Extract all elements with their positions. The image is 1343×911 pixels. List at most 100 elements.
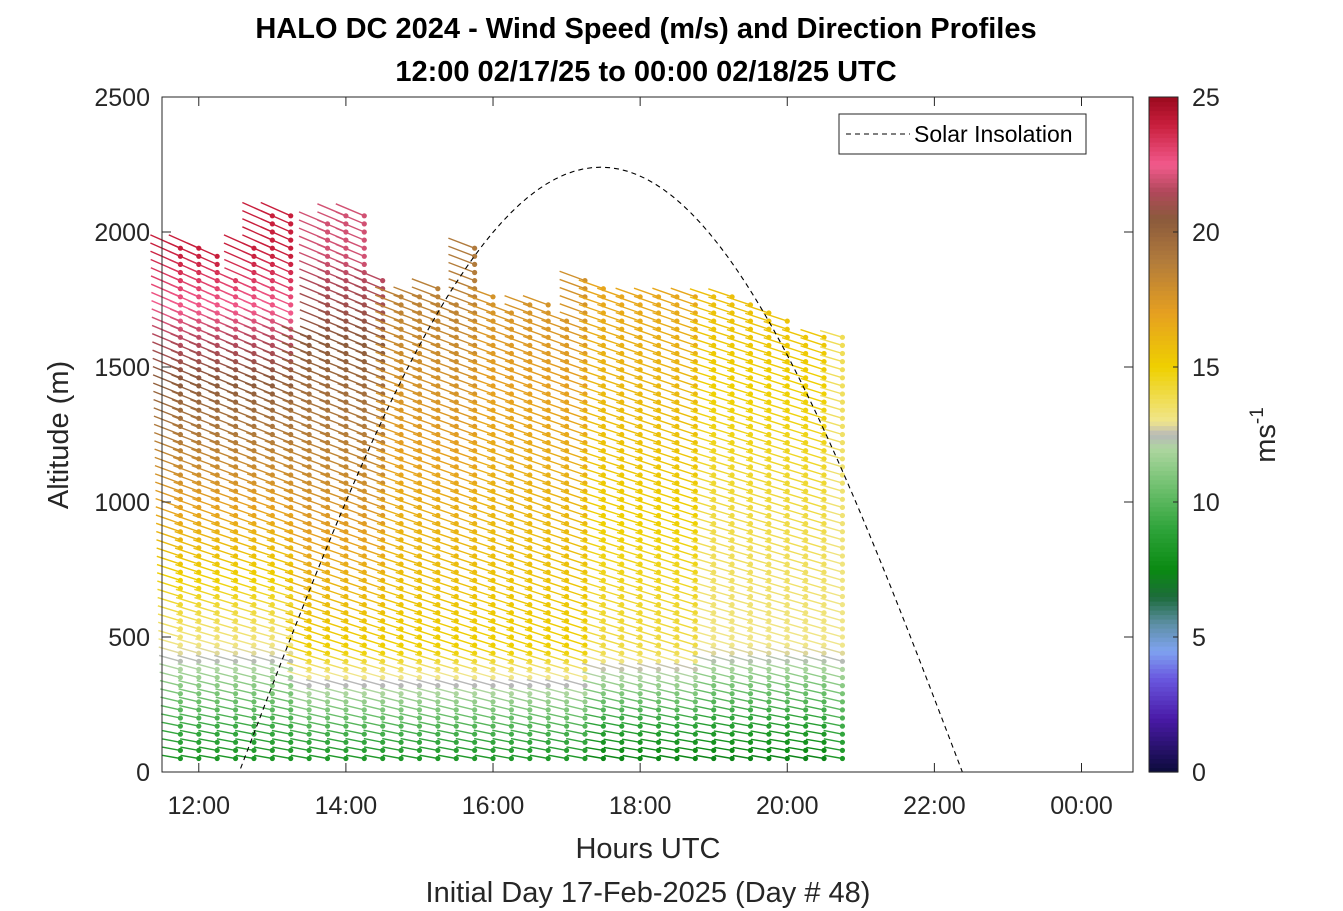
wind-vector — [566, 754, 586, 760]
wind-vector — [492, 737, 512, 743]
colorbar-band — [1149, 475, 1178, 481]
wind-point — [563, 731, 570, 737]
wind-point — [232, 602, 239, 608]
wind-point — [214, 261, 220, 267]
colorbar-band — [1149, 133, 1178, 139]
wind-point — [214, 658, 220, 664]
wind-point — [453, 707, 459, 713]
wind-point — [582, 739, 588, 745]
wind-point — [196, 674, 202, 681]
wind-vector — [375, 408, 402, 419]
wind-vector — [174, 547, 200, 557]
wind-vector — [308, 746, 328, 752]
wind-vector — [179, 721, 199, 727]
wind-vector — [376, 457, 402, 468]
wind-vector — [659, 754, 678, 760]
wind-vector — [319, 456, 347, 468]
wind-point — [361, 739, 367, 745]
wind-vector — [430, 400, 457, 411]
colorbar-tick-label: 5 — [1192, 624, 1206, 652]
wind-vector — [246, 481, 273, 492]
wind-vector — [345, 754, 365, 760]
wind-point — [177, 707, 183, 713]
wind-vector — [411, 318, 439, 330]
wind-vector — [449, 392, 475, 403]
wind-vector — [301, 440, 328, 452]
wind-point — [674, 707, 680, 713]
colorbar-band — [1149, 182, 1178, 188]
wind-point — [803, 650, 809, 656]
wind-point — [527, 666, 533, 673]
wind-vector — [394, 392, 420, 403]
wind-vector — [449, 433, 475, 444]
wind-vector — [621, 738, 641, 743]
wind-vector — [282, 415, 310, 428]
wind-vector — [358, 612, 383, 622]
wind-vector — [393, 310, 420, 322]
wind-vector — [212, 596, 236, 606]
wind-point — [729, 683, 735, 689]
wind-vector — [305, 662, 328, 671]
wind-profile-column — [354, 268, 386, 762]
wind-vector — [695, 730, 714, 735]
wind-point — [729, 674, 735, 681]
wind-vector — [266, 514, 291, 525]
wind-vector — [358, 595, 383, 606]
wind-vector — [375, 359, 402, 371]
wind-vector — [285, 595, 310, 606]
wind-vector — [325, 712, 347, 719]
wind-vector — [300, 399, 328, 411]
wind-point — [490, 747, 496, 754]
wind-vector — [319, 407, 347, 419]
wind-point — [839, 577, 846, 583]
wind-point — [821, 650, 827, 656]
wind-vector — [193, 547, 218, 557]
wind-vector — [343, 704, 365, 711]
colorbar-band — [1149, 232, 1178, 238]
wind-point — [380, 699, 386, 705]
wind-vector — [412, 367, 439, 379]
colorbar-band — [1149, 281, 1178, 287]
wind-point — [508, 674, 515, 681]
wind-point — [343, 683, 349, 689]
colorbar-band — [1149, 740, 1178, 746]
wind-vector — [272, 754, 291, 760]
wind-vector — [394, 457, 420, 468]
wind-vector — [492, 754, 512, 760]
wind-vector — [152, 382, 181, 395]
wind-point — [472, 755, 478, 762]
wind-point — [196, 634, 202, 640]
wind-point — [692, 650, 698, 656]
wind-point — [729, 699, 735, 705]
colorbar-band — [1149, 128, 1178, 134]
wind-point — [619, 731, 625, 737]
wind-point — [288, 213, 294, 219]
wind-vector — [768, 730, 788, 735]
wind-vector — [344, 712, 365, 719]
wind-vector — [360, 662, 383, 671]
colorbar-band — [1149, 470, 1178, 476]
wind-vector — [418, 729, 438, 735]
wind-vector — [271, 729, 291, 735]
wind-point — [839, 480, 846, 486]
wind-vector — [510, 729, 530, 735]
wind-vector — [230, 572, 255, 581]
wind-point — [821, 747, 827, 754]
wind-vector — [173, 473, 200, 484]
wind-point — [324, 699, 331, 705]
wind-point — [637, 699, 643, 705]
wind-vector — [559, 270, 586, 282]
wind-point — [490, 715, 496, 721]
wind-vector — [489, 670, 512, 679]
colorbar-band — [1149, 731, 1178, 737]
wind-point — [600, 715, 606, 721]
wind-vector — [284, 571, 310, 581]
wind-vector — [468, 465, 494, 476]
wind-vector — [264, 431, 291, 444]
wind-point — [177, 626, 183, 632]
x-tick-label: 16:00 — [462, 792, 525, 820]
wind-vector — [469, 604, 494, 614]
wind-vector — [471, 679, 494, 687]
wind-vector — [287, 687, 310, 695]
wind-point — [177, 755, 183, 762]
